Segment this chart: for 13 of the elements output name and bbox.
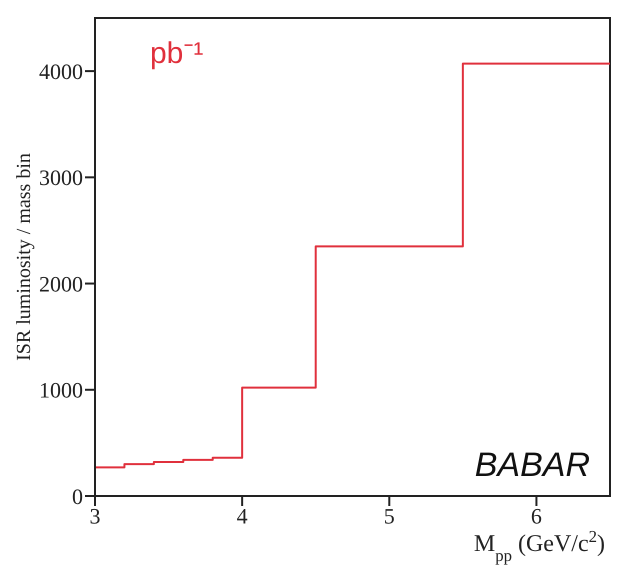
y-tick-label: 4000: [39, 58, 83, 84]
annotation: pb⁻¹: [150, 37, 204, 70]
annotation: BABAR: [474, 446, 590, 484]
y-tick-label: 0: [72, 484, 83, 509]
x-tick-label: 6: [530, 504, 542, 529]
y-tick-label: 1000: [39, 378, 83, 403]
y-tick-label: 2000: [39, 271, 83, 296]
x-axis-title: M$_{pp}$ (GeV/c$^{2}$): [474, 526, 605, 564]
x-tick-label: 3: [90, 504, 100, 529]
x-tick-label: 5: [384, 504, 395, 529]
x-tick-label: 4: [236, 504, 248, 529]
y-tick-label: 3000: [39, 165, 83, 190]
y-axis-title: ISR luminosity / mass bin: [13, 153, 35, 361]
